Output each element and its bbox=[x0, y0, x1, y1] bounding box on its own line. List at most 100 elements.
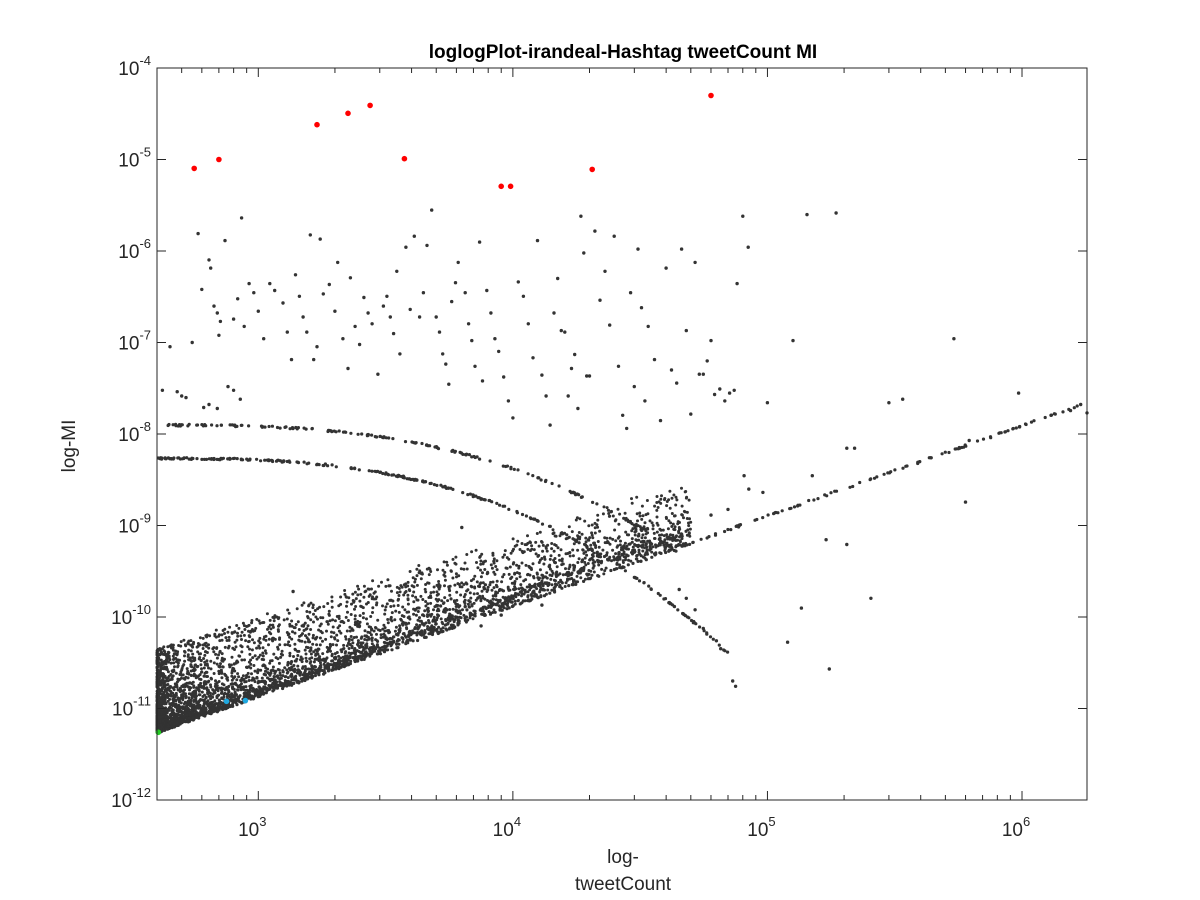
cloud-point bbox=[398, 590, 402, 594]
scattered-points-point bbox=[285, 330, 289, 334]
cloud-point bbox=[560, 531, 564, 535]
cloud-point bbox=[503, 598, 507, 601]
cloud-point bbox=[375, 601, 379, 605]
cloud-point bbox=[454, 572, 458, 576]
cloud-point bbox=[448, 608, 452, 611]
cloud-point bbox=[325, 620, 329, 624]
cloud-point bbox=[687, 531, 691, 535]
upper-band-point bbox=[434, 445, 438, 449]
cloud-point bbox=[180, 673, 184, 677]
cloud-point bbox=[233, 692, 237, 696]
cloud-point bbox=[268, 623, 272, 627]
cloud-point bbox=[293, 631, 297, 635]
cloud-point bbox=[228, 625, 232, 629]
cloud-point bbox=[412, 600, 416, 604]
cloud-point bbox=[669, 533, 672, 537]
cloud-point bbox=[419, 594, 423, 598]
cloud-point bbox=[630, 497, 633, 501]
cloud-point bbox=[655, 515, 659, 519]
cloud-point bbox=[190, 695, 194, 699]
cloud-point bbox=[580, 560, 584, 564]
cloud-point bbox=[465, 608, 469, 612]
cloud-point bbox=[435, 604, 438, 608]
cloud-point bbox=[330, 605, 334, 609]
baseline-point bbox=[650, 555, 654, 559]
cloud-point bbox=[386, 618, 390, 621]
cloud-point bbox=[347, 639, 351, 643]
cloud-point bbox=[481, 608, 485, 612]
cloud-point bbox=[251, 638, 254, 642]
cloud-point bbox=[638, 511, 642, 515]
cloud-point bbox=[469, 596, 473, 600]
cloud-point bbox=[393, 618, 397, 622]
cloud-point bbox=[394, 625, 398, 629]
cloud-point bbox=[381, 604, 384, 608]
cloud-point bbox=[171, 654, 175, 658]
cloud-point bbox=[668, 489, 672, 493]
cloud-point bbox=[590, 523, 594, 527]
cloud-point bbox=[406, 597, 410, 601]
cloud-point bbox=[198, 643, 202, 647]
cloud-point bbox=[330, 599, 334, 603]
lower-band-point bbox=[676, 608, 680, 612]
data-points bbox=[155, 208, 1089, 735]
cloud-point bbox=[407, 630, 411, 634]
cloud-point bbox=[646, 512, 650, 516]
cloud-point bbox=[189, 639, 193, 643]
cloud-point bbox=[540, 540, 544, 544]
cloud-point bbox=[511, 537, 515, 541]
scattered-points-point bbox=[252, 291, 256, 295]
lower-band-point bbox=[226, 457, 230, 461]
cloud-point bbox=[667, 498, 671, 502]
cloud-point bbox=[404, 585, 408, 589]
cloud-point bbox=[534, 540, 538, 544]
cloud-point bbox=[171, 704, 175, 708]
cloud-point bbox=[175, 653, 179, 657]
cloud-point bbox=[286, 676, 290, 680]
cloud-point bbox=[526, 590, 530, 594]
cloud-point bbox=[176, 664, 180, 668]
cloud-point bbox=[247, 634, 251, 638]
cloud-point bbox=[654, 543, 657, 547]
cloud-point bbox=[519, 583, 523, 587]
cloud-point bbox=[444, 627, 448, 631]
cloud-point bbox=[486, 585, 490, 589]
cloud-point bbox=[339, 656, 343, 660]
baseline-point bbox=[1011, 426, 1015, 431]
baseline-point bbox=[851, 484, 855, 489]
cloud-point bbox=[648, 545, 652, 548]
cloud-point bbox=[404, 590, 408, 593]
cloud-point bbox=[507, 595, 511, 599]
cloud-point bbox=[483, 597, 487, 601]
cloud-point bbox=[688, 534, 692, 538]
cloud-point bbox=[312, 660, 316, 664]
cloud-point bbox=[520, 549, 524, 553]
cloud-point bbox=[344, 595, 348, 599]
upper-band-point bbox=[296, 426, 300, 430]
cloud-point bbox=[271, 636, 275, 640]
cloud-point bbox=[323, 657, 327, 661]
lower-band-point bbox=[711, 637, 715, 641]
cloud-point bbox=[384, 584, 388, 588]
cloud-point bbox=[269, 671, 273, 675]
cloud-point bbox=[472, 601, 476, 605]
cloud-point bbox=[492, 597, 495, 601]
cloud-point bbox=[495, 579, 499, 583]
upper-band-point bbox=[544, 478, 548, 482]
cloud-point bbox=[327, 667, 331, 671]
cloud-point bbox=[314, 637, 317, 641]
lower-band-point bbox=[540, 522, 545, 526]
cloud-point bbox=[212, 672, 216, 675]
baseline-point bbox=[416, 638, 420, 643]
cloud-point bbox=[257, 619, 261, 623]
cloud-point bbox=[580, 532, 584, 536]
cloud-point bbox=[578, 569, 582, 573]
cloud-point bbox=[352, 636, 356, 639]
cloud-point bbox=[209, 697, 213, 701]
cloud-point bbox=[458, 609, 462, 613]
cloud-point bbox=[437, 625, 441, 629]
cloud-point bbox=[286, 663, 290, 667]
cloud-point bbox=[264, 651, 268, 655]
cloud-point bbox=[163, 674, 167, 678]
cloud-point bbox=[250, 619, 254, 622]
